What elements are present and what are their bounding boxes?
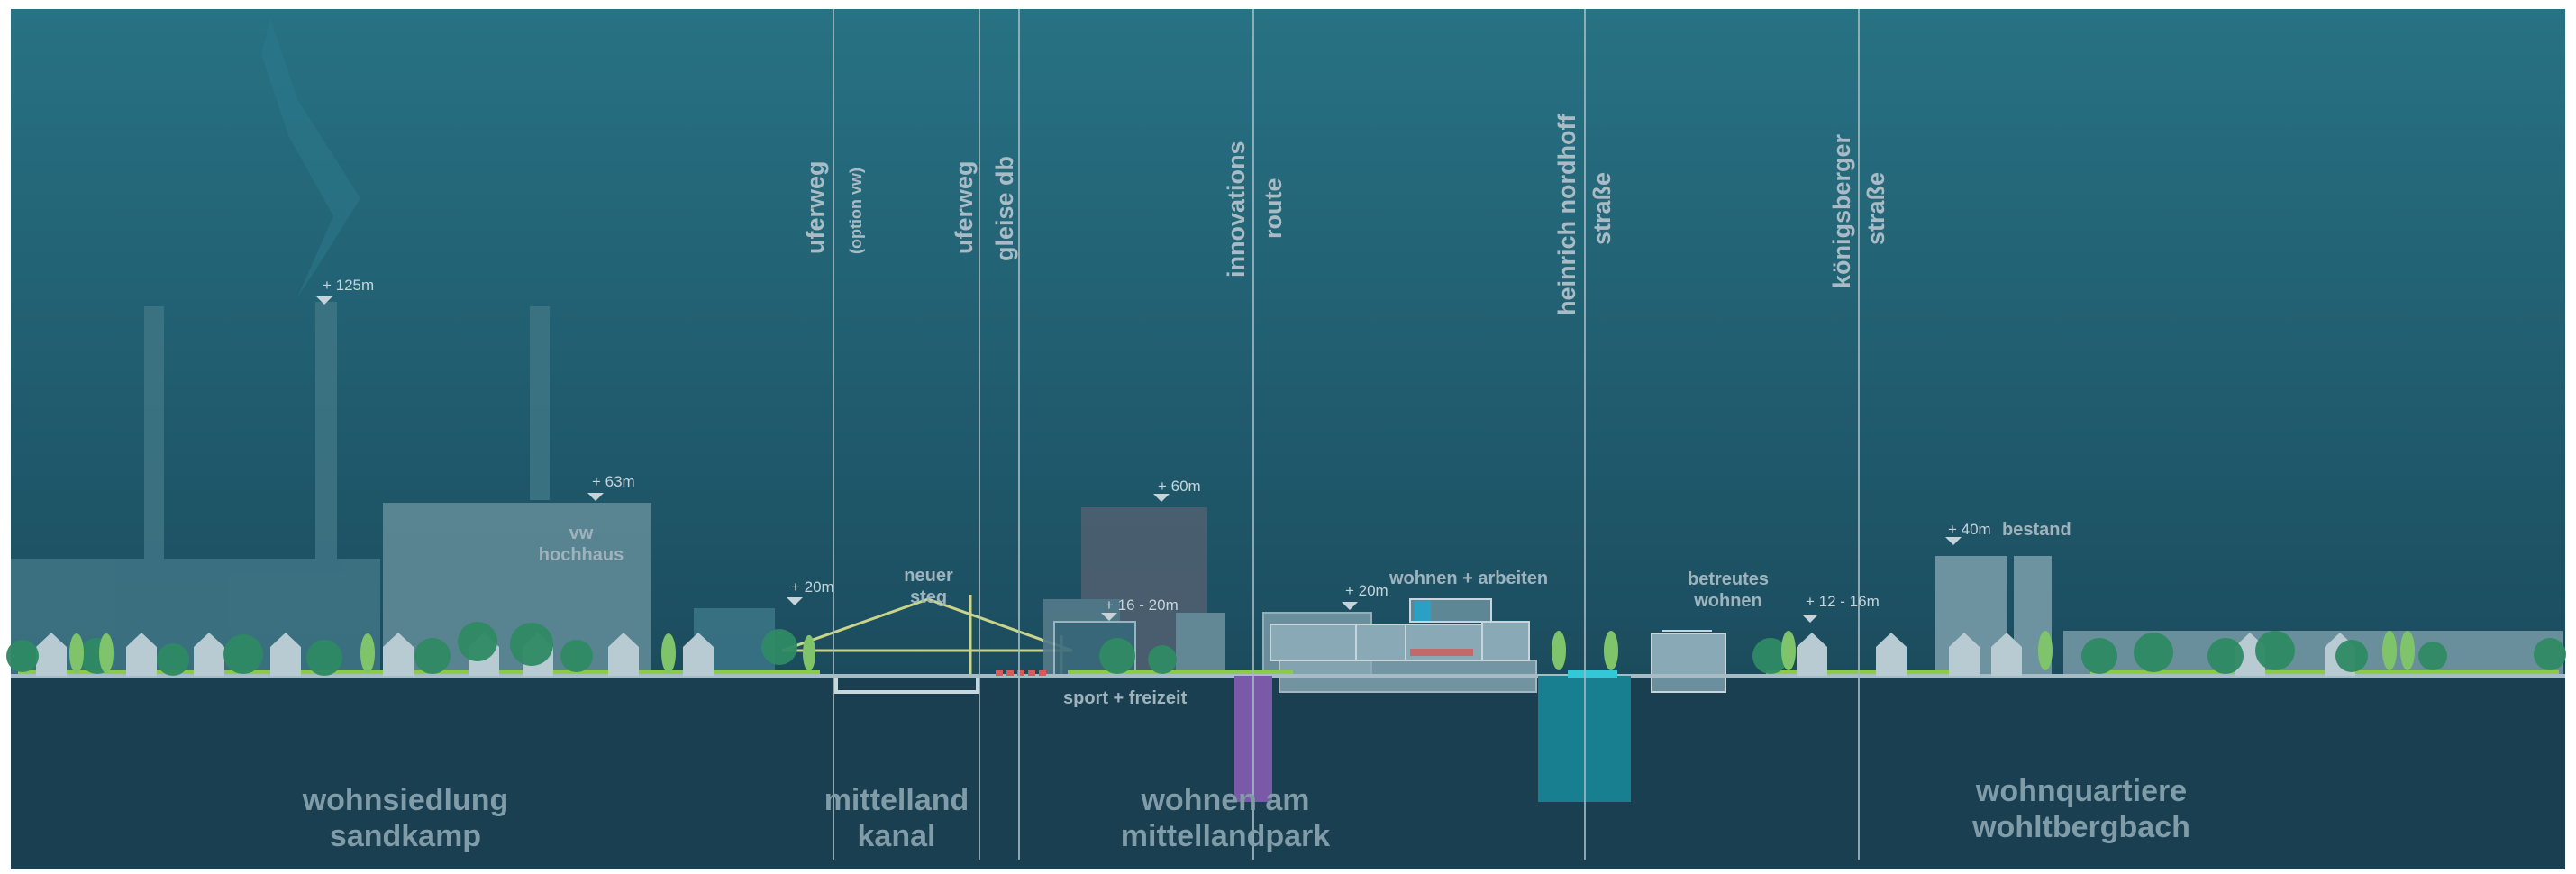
neuer-steg-label: neuer steg xyxy=(881,565,976,608)
elevation-20-canal: + 20m xyxy=(791,578,834,596)
sport-freizeit-label: sport + freizeit xyxy=(1063,687,1187,709)
label-route: route xyxy=(1260,178,1287,240)
label-option-vw: (option vw) xyxy=(842,168,869,254)
district-sandkamp: wohnsiedlung sandkamp xyxy=(261,782,550,854)
label-koenigsberger: königsberger xyxy=(1828,134,1855,288)
label-strasse-1: straße xyxy=(1588,172,1616,245)
elevation-40: + 40m xyxy=(1948,521,1991,539)
betreutes-wohnen-label: betreutes wohnen xyxy=(1661,569,1796,612)
wohnen-arbeiten-label: wohnen + arbeiten xyxy=(1389,568,1548,589)
elevation-16-20: + 16 - 20m xyxy=(1105,596,1179,615)
label-uferweg-1: uferweg xyxy=(802,160,829,254)
label-uferweg-2: uferweg xyxy=(951,160,978,254)
elevation-20-park: + 20m xyxy=(1345,582,1388,600)
label-innovations: innovations xyxy=(1223,141,1250,278)
blue-accent xyxy=(1415,601,1431,621)
district-wohltbergbach: wohnquartiere wohltbergbach xyxy=(1928,773,2235,845)
label-heinrich-nordhoff: heinrich nordhoff xyxy=(1553,114,1580,315)
elevation-60: + 60m xyxy=(1158,478,1201,496)
betreutes-wohnen-building xyxy=(1652,631,1725,692)
elevation-125: + 125m xyxy=(323,277,374,295)
vw-hochhaus-label: vw hochhaus xyxy=(505,523,658,566)
elevation-12-16: + 12 - 16m xyxy=(1806,593,1880,611)
bestand-label: bestand xyxy=(2002,519,2071,541)
teal-tunnel-top xyxy=(1568,670,1617,678)
district-mittellandpark: wohnen am mittellandpark xyxy=(1081,782,1370,854)
label-gleise-db: gleise db xyxy=(991,156,1018,261)
red-accent xyxy=(1410,649,1473,656)
label-strasse-2: straße xyxy=(1862,172,1889,245)
elevation-63: + 63m xyxy=(592,473,635,491)
district-mittelland-kanal: mittelland kanal xyxy=(793,782,1000,854)
